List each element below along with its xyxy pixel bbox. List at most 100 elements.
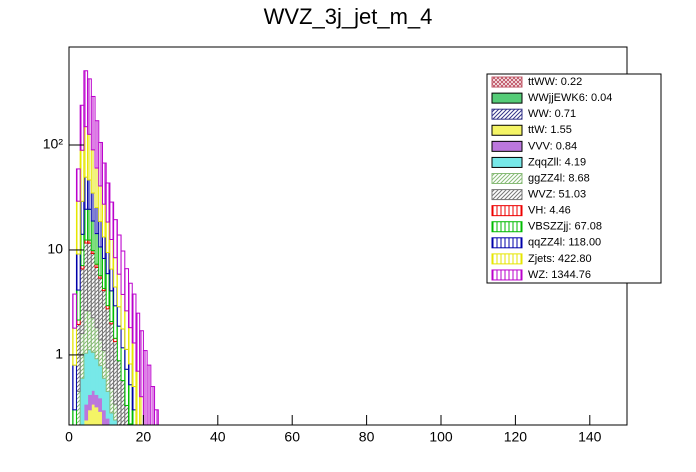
bar bbox=[131, 342, 137, 388]
bar bbox=[101, 162, 107, 205]
bar bbox=[101, 290, 107, 352]
bar bbox=[87, 208, 92, 241]
bar bbox=[90, 389, 96, 405]
bar bbox=[83, 352, 89, 405]
legend-label: ttW: 1.55 bbox=[528, 124, 572, 136]
bar bbox=[94, 393, 100, 408]
bar bbox=[90, 220, 96, 252]
bar bbox=[101, 350, 107, 379]
legend-label: Zjets: 422.80 bbox=[528, 253, 592, 265]
bar bbox=[131, 293, 137, 344]
bar bbox=[98, 185, 103, 222]
bar bbox=[154, 409, 159, 425]
bar bbox=[116, 306, 122, 327]
bar bbox=[94, 167, 100, 209]
legend-swatch bbox=[491, 189, 523, 201]
bar bbox=[75, 168, 81, 202]
bar bbox=[72, 293, 77, 329]
bar bbox=[75, 200, 81, 255]
bar bbox=[120, 347, 126, 382]
bar bbox=[116, 234, 122, 275]
bar bbox=[109, 268, 115, 292]
x-tick-label: 100 bbox=[429, 429, 453, 445]
x-tick-label: 80 bbox=[359, 429, 375, 445]
bar bbox=[135, 370, 141, 425]
bar bbox=[87, 133, 92, 181]
bar bbox=[83, 176, 89, 210]
bar bbox=[87, 78, 92, 135]
legend-swatch bbox=[491, 237, 523, 249]
bar bbox=[124, 368, 130, 406]
legend-swatch bbox=[491, 253, 523, 265]
bar bbox=[72, 327, 77, 366]
bar bbox=[83, 403, 89, 421]
bar bbox=[75, 323, 81, 392]
bar bbox=[79, 377, 85, 425]
bar bbox=[83, 208, 89, 241]
bar bbox=[98, 220, 103, 248]
bar bbox=[101, 203, 107, 238]
bar bbox=[120, 328, 126, 349]
bar bbox=[83, 242, 89, 312]
bar bbox=[109, 323, 115, 389]
bar bbox=[135, 312, 141, 372]
legend-label: WW: 0.71 bbox=[528, 108, 576, 120]
bar bbox=[94, 327, 100, 360]
bar bbox=[94, 406, 100, 425]
legend-label: ggZZ4l: 8.68 bbox=[528, 172, 590, 184]
y-tick-label: 10 bbox=[47, 241, 63, 257]
bar bbox=[87, 349, 92, 395]
bar bbox=[105, 367, 111, 392]
bar bbox=[113, 305, 118, 339]
legend-swatch bbox=[491, 124, 523, 136]
bar bbox=[83, 126, 89, 178]
bar bbox=[120, 380, 126, 425]
bar bbox=[150, 386, 156, 425]
legend-swatch bbox=[491, 156, 523, 168]
bar bbox=[128, 384, 133, 425]
legend-label: ZqqZll: 4.19 bbox=[528, 156, 586, 168]
bar bbox=[128, 327, 133, 365]
bar bbox=[87, 409, 92, 425]
legend-label: WZ: 1344.76 bbox=[528, 269, 591, 281]
bar bbox=[87, 242, 92, 312]
y-tick-label: 1 bbox=[55, 346, 63, 362]
bar bbox=[94, 207, 100, 235]
bar bbox=[83, 70, 89, 128]
bar bbox=[139, 396, 144, 425]
bar bbox=[94, 233, 100, 265]
legend-label: VBSZZjj: 67.08 bbox=[528, 221, 602, 233]
bar bbox=[75, 289, 81, 321]
bar bbox=[142, 350, 148, 425]
bar bbox=[75, 253, 81, 291]
bar bbox=[113, 341, 118, 405]
bar bbox=[98, 339, 103, 367]
legend-label: WWjjEWK6: 0.04 bbox=[528, 92, 612, 104]
bar bbox=[124, 404, 130, 425]
legend-label: WVZ: 51.03 bbox=[528, 188, 586, 200]
legend-label: ttWW: 0.22 bbox=[528, 76, 582, 88]
bar bbox=[94, 266, 100, 329]
bar bbox=[75, 319, 81, 325]
bar bbox=[101, 377, 107, 411]
x-tick-label: 0 bbox=[65, 429, 73, 445]
bar bbox=[109, 201, 115, 240]
legend-label: VVV: 0.84 bbox=[528, 140, 577, 152]
bar bbox=[116, 360, 122, 425]
legend-swatch bbox=[491, 108, 523, 120]
bar bbox=[113, 286, 118, 307]
legend-swatch bbox=[491, 173, 523, 184]
bar bbox=[128, 363, 133, 386]
bar bbox=[87, 179, 92, 210]
bar bbox=[105, 273, 111, 307]
bar bbox=[83, 310, 89, 354]
bar bbox=[124, 348, 130, 370]
bar bbox=[90, 403, 96, 425]
bar bbox=[79, 200, 85, 235]
legend-swatch bbox=[491, 221, 523, 233]
bar bbox=[116, 273, 122, 308]
bar bbox=[98, 277, 103, 341]
bar bbox=[90, 252, 96, 319]
bar bbox=[83, 419, 89, 425]
legend-label: VH: 4.46 bbox=[528, 205, 571, 217]
